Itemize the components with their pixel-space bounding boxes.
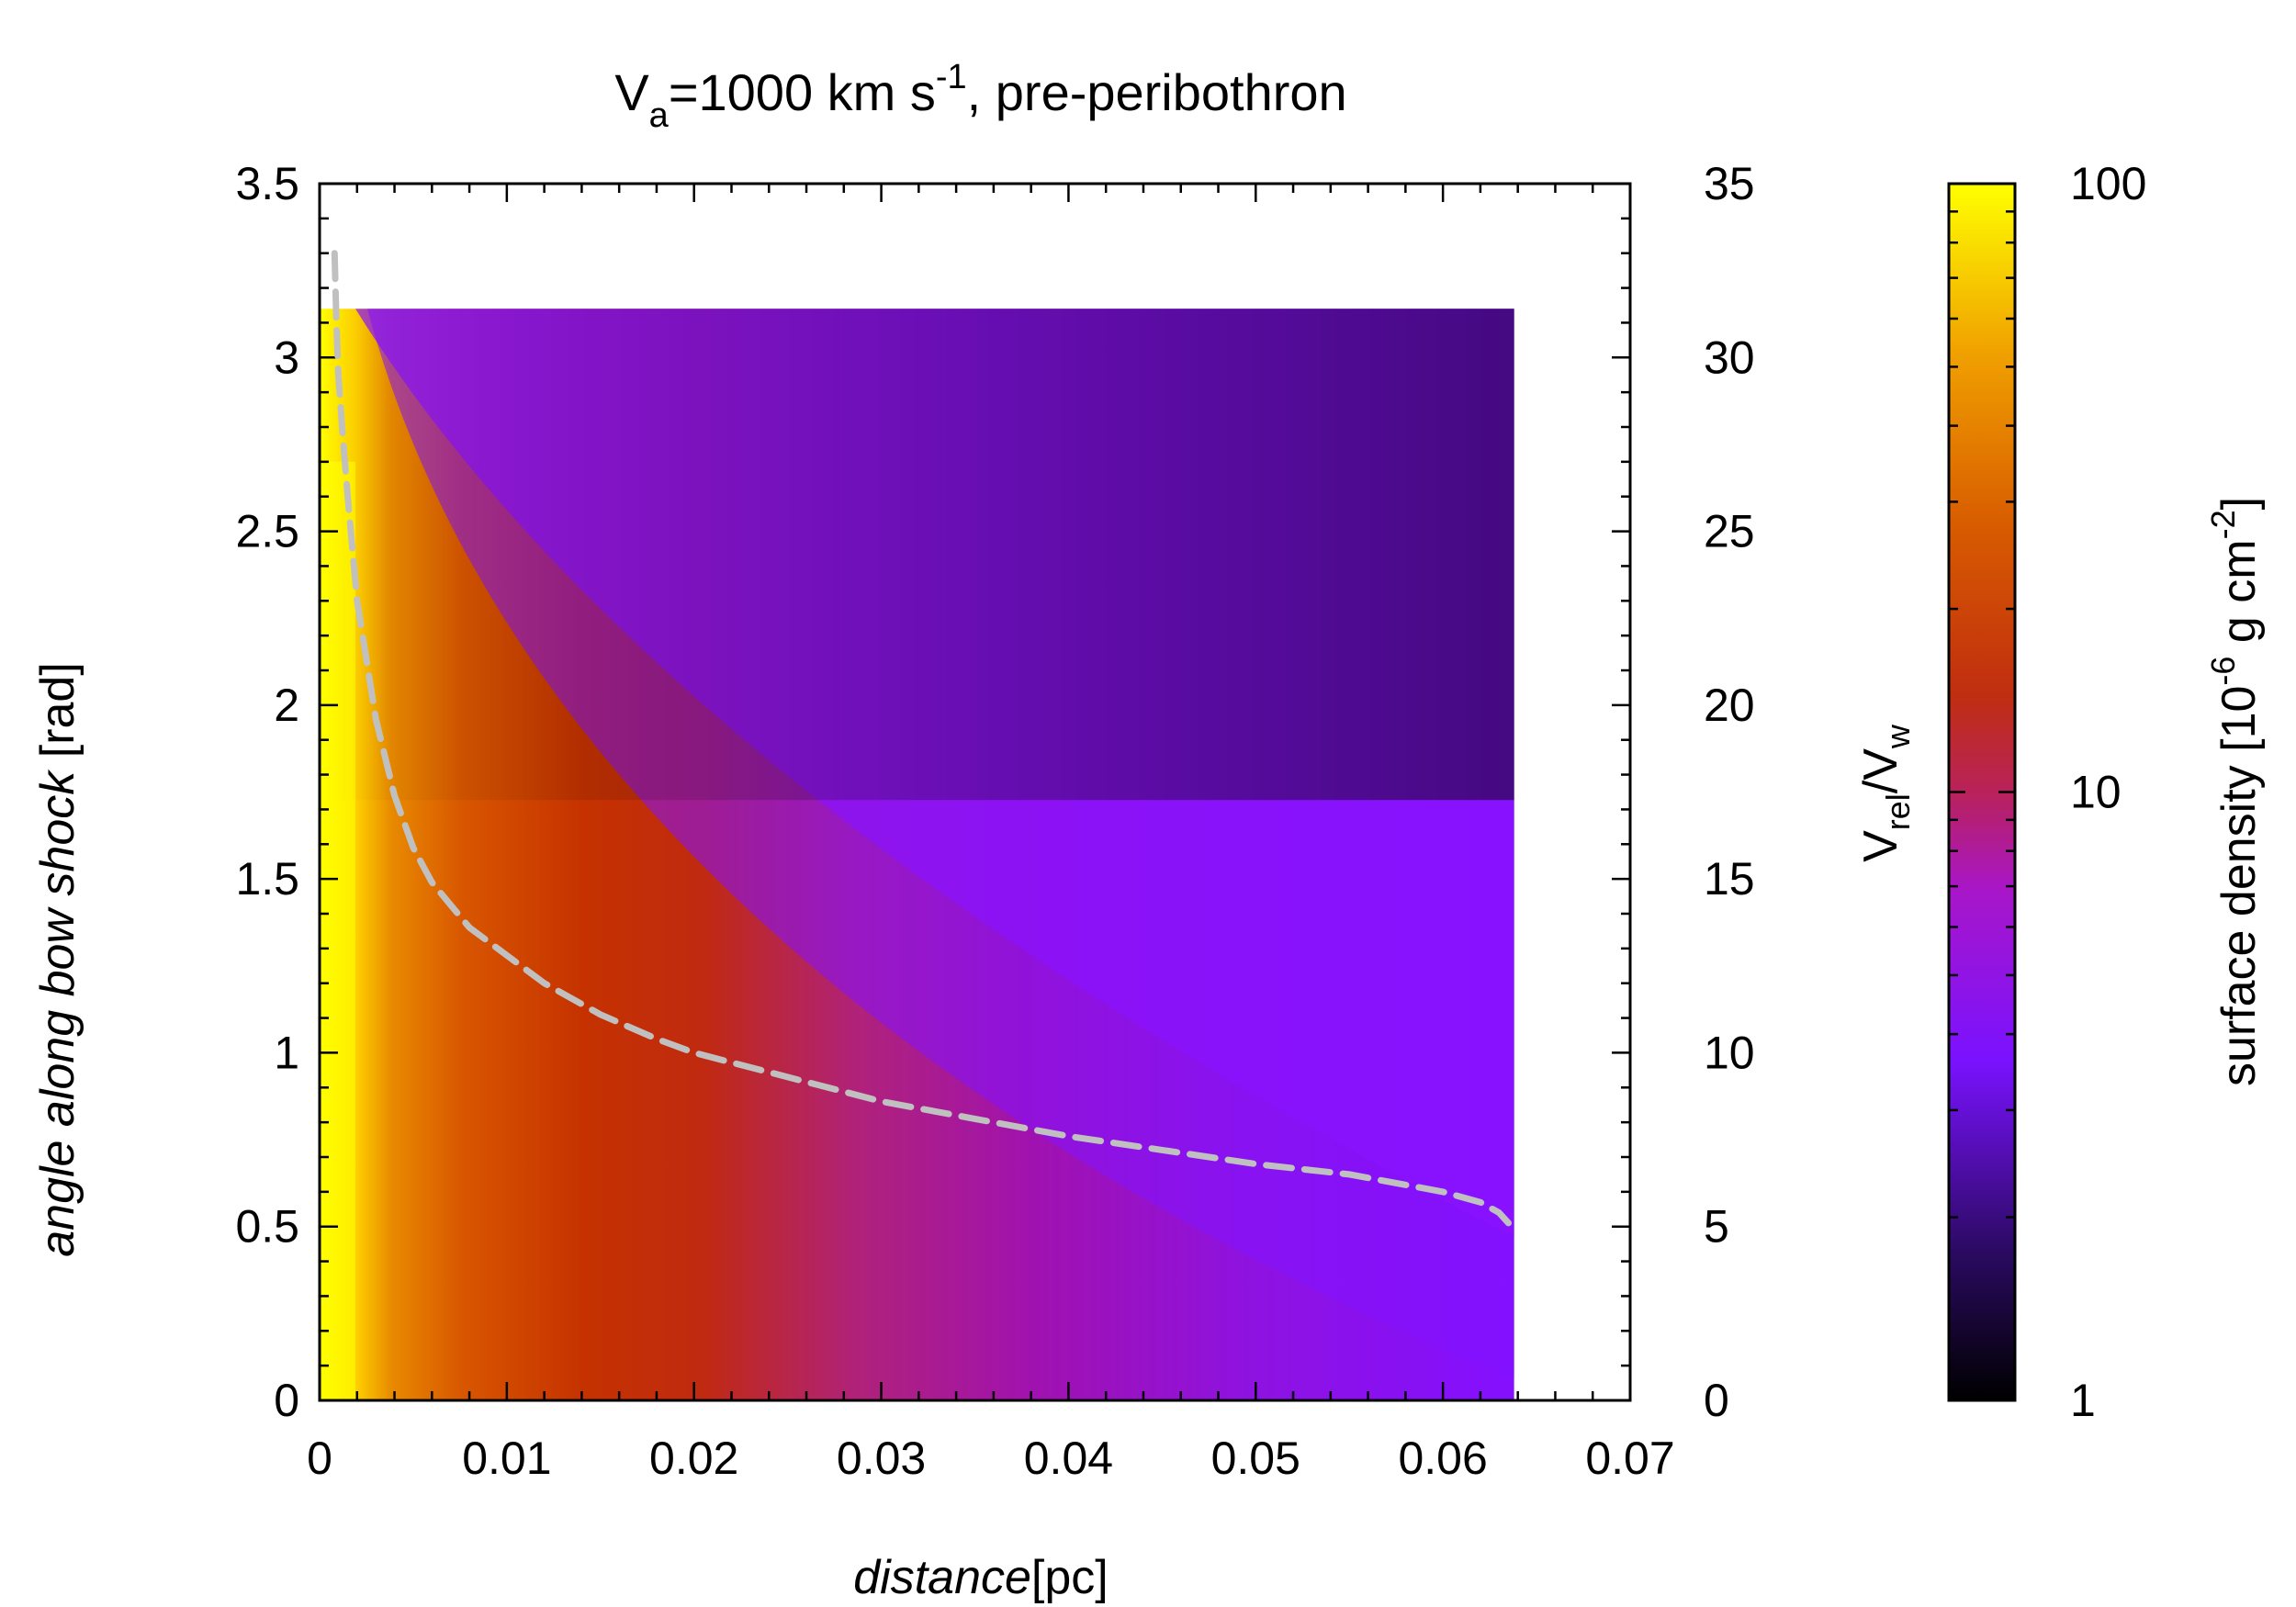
y-tick-label: 1	[274, 1027, 299, 1078]
y2-tick-label: 30	[1704, 332, 1755, 383]
colorbar-tick-label: 100	[2070, 158, 2146, 209]
heatmap-yellow-strip	[320, 461, 356, 1401]
heatmap	[320, 309, 1514, 1401]
x-axis: 0 0.01 0.02 0.03 0.04 0.05 0.06 0.07	[307, 184, 1675, 1484]
y2-axis-title: Vrel/Vw	[1854, 724, 1917, 862]
x-tick-label: 0.05	[1211, 1433, 1300, 1484]
y2-tick-label: 15	[1704, 853, 1755, 905]
y-tick-label: 2	[274, 680, 299, 731]
y-tick-label: 1.5	[235, 853, 299, 905]
x-tick-label: 0	[307, 1433, 332, 1484]
y-tick-label: 0	[274, 1375, 299, 1426]
colorbar-tick-label: 1	[2070, 1375, 2096, 1426]
y2-tick-label: 5	[1704, 1201, 1729, 1253]
x-tick-label: 0.01	[462, 1433, 551, 1484]
y-axis: 0 0.5 1 1.5 2 2.5 3 3.5	[235, 158, 338, 1426]
y-tick-label: 2.5	[235, 506, 299, 557]
colorbar-ticks: 1 10 100	[1949, 158, 2146, 1426]
x-tick-label: 0.02	[649, 1433, 738, 1484]
x-tick-label: 0.07	[1585, 1433, 1674, 1484]
y-tick-label: 0.5	[235, 1201, 299, 1253]
y2-tick-label: 10	[1704, 1027, 1755, 1078]
chart-title: Va=1000 km s-1, pre-peribothron	[614, 58, 1346, 135]
plot-frame	[318, 182, 1632, 1402]
y2-tick-label: 20	[1704, 680, 1755, 731]
y-axis-title: angle along bow shock [rad]	[31, 662, 84, 1257]
heatmap-black-band	[320, 309, 1514, 495]
x-tick-label: 0.06	[1398, 1433, 1487, 1484]
velocity-ratio-curve	[331, 250, 1512, 1227]
y2-tick-label: 0	[1704, 1375, 1729, 1426]
y2-tick-label: 25	[1704, 506, 1755, 557]
y-tick-label: 3	[274, 332, 299, 383]
y-tick-label: 3.5	[235, 158, 299, 209]
colorbar-title: surface density [10-6 g cm-2]	[2204, 497, 2266, 1086]
y2-tick-label: 35	[1704, 158, 1755, 209]
x-axis-title: distance[pc]	[853, 1551, 1109, 1604]
colorbar-tick-label: 10	[2070, 767, 2122, 818]
x-tick-label: 0.04	[1024, 1433, 1113, 1484]
y2-axis: 0 5 10 15 20 25 30 35	[1612, 158, 1755, 1426]
x-tick-label: 0.03	[837, 1433, 926, 1484]
